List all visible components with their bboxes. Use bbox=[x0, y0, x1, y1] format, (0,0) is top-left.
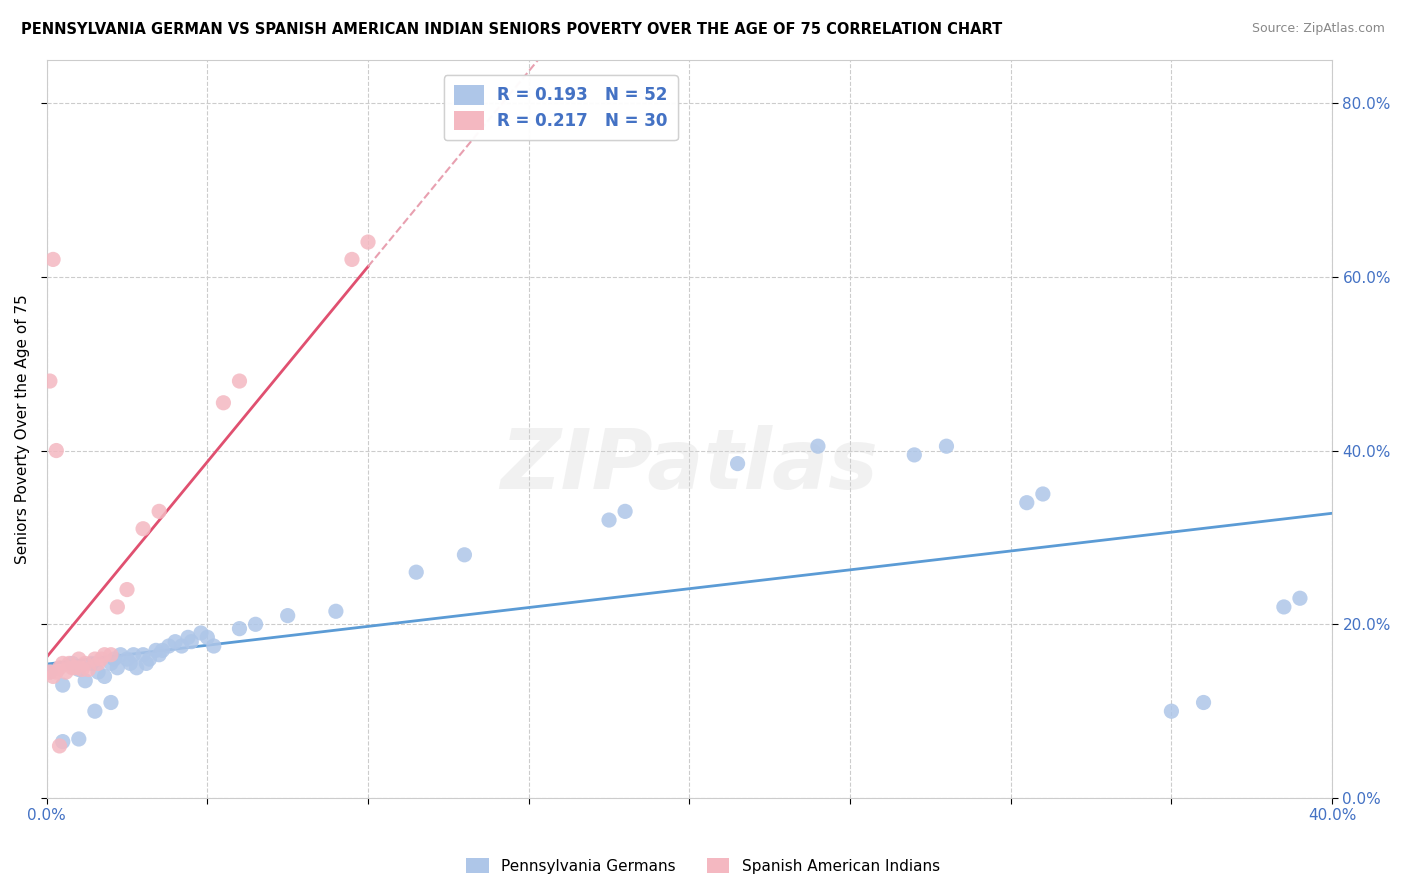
Legend: R = 0.193   N = 52, R = 0.217   N = 30: R = 0.193 N = 52, R = 0.217 N = 30 bbox=[444, 75, 678, 140]
Legend: Pennsylvania Germans, Spanish American Indians: Pennsylvania Germans, Spanish American I… bbox=[460, 852, 946, 880]
Point bbox=[38, 665, 60, 679]
Point bbox=[105, 599, 128, 614]
Point bbox=[100, 648, 122, 662]
Point bbox=[135, 657, 157, 671]
Point bbox=[132, 522, 155, 536]
Point bbox=[157, 639, 180, 653]
Point bbox=[228, 622, 250, 636]
Text: ZIPatlas: ZIPatlas bbox=[501, 425, 879, 507]
Point bbox=[1160, 704, 1182, 718]
Point bbox=[180, 634, 202, 648]
Point bbox=[727, 457, 749, 471]
Point bbox=[75, 657, 97, 671]
Text: Source: ZipAtlas.com: Source: ZipAtlas.com bbox=[1251, 22, 1385, 36]
Point bbox=[60, 661, 83, 675]
Point bbox=[150, 643, 173, 657]
Point bbox=[170, 639, 193, 653]
Point bbox=[115, 652, 138, 666]
Point bbox=[202, 639, 225, 653]
Point bbox=[1272, 599, 1295, 614]
Point bbox=[48, 739, 70, 753]
Point bbox=[115, 582, 138, 597]
Point bbox=[1192, 696, 1215, 710]
Point bbox=[277, 608, 299, 623]
Point bbox=[340, 252, 363, 267]
Point bbox=[70, 663, 93, 677]
Point bbox=[325, 604, 347, 618]
Y-axis label: Seniors Poverty Over the Age of 75: Seniors Poverty Over the Age of 75 bbox=[15, 294, 30, 564]
Point bbox=[935, 439, 957, 453]
Point bbox=[807, 439, 830, 453]
Point bbox=[212, 396, 235, 410]
Point bbox=[38, 374, 60, 388]
Point bbox=[145, 643, 167, 657]
Point bbox=[132, 648, 155, 662]
Point bbox=[45, 665, 67, 679]
Point bbox=[67, 663, 90, 677]
Point bbox=[1032, 487, 1054, 501]
Point bbox=[125, 661, 148, 675]
Point bbox=[77, 663, 100, 677]
Point bbox=[148, 648, 170, 662]
Point bbox=[93, 669, 115, 683]
Point bbox=[177, 631, 200, 645]
Point bbox=[195, 631, 218, 645]
Point bbox=[148, 504, 170, 518]
Point bbox=[83, 652, 105, 666]
Point bbox=[903, 448, 925, 462]
Point bbox=[48, 661, 70, 675]
Point bbox=[190, 626, 212, 640]
Point bbox=[245, 617, 267, 632]
Point bbox=[228, 374, 250, 388]
Point bbox=[1015, 496, 1038, 510]
Point bbox=[83, 704, 105, 718]
Point bbox=[38, 665, 60, 679]
Point bbox=[122, 648, 145, 662]
Point bbox=[45, 443, 67, 458]
Point bbox=[138, 652, 160, 666]
Point bbox=[67, 731, 90, 746]
Point bbox=[80, 657, 103, 671]
Point bbox=[165, 634, 187, 648]
Point bbox=[67, 652, 90, 666]
Point bbox=[100, 696, 122, 710]
Point bbox=[52, 657, 75, 671]
Point bbox=[93, 648, 115, 662]
Point bbox=[90, 652, 112, 666]
Point bbox=[65, 661, 87, 675]
Point bbox=[614, 504, 637, 518]
Point bbox=[87, 665, 110, 679]
Point bbox=[405, 565, 427, 579]
Point bbox=[87, 657, 110, 671]
Point bbox=[52, 678, 75, 692]
Point bbox=[110, 648, 132, 662]
Point bbox=[42, 252, 65, 267]
Point bbox=[75, 673, 97, 688]
Point bbox=[120, 657, 142, 671]
Point bbox=[598, 513, 620, 527]
Point bbox=[55, 665, 77, 679]
Point bbox=[1289, 591, 1312, 606]
Point bbox=[105, 661, 128, 675]
Point bbox=[100, 657, 122, 671]
Point bbox=[52, 734, 75, 748]
Point bbox=[103, 652, 125, 666]
Point bbox=[357, 235, 380, 249]
Point bbox=[453, 548, 475, 562]
Point bbox=[42, 669, 65, 683]
Text: PENNSYLVANIA GERMAN VS SPANISH AMERICAN INDIAN SENIORS POVERTY OVER THE AGE OF 7: PENNSYLVANIA GERMAN VS SPANISH AMERICAN … bbox=[21, 22, 1002, 37]
Point bbox=[60, 657, 83, 671]
Point bbox=[58, 657, 80, 671]
